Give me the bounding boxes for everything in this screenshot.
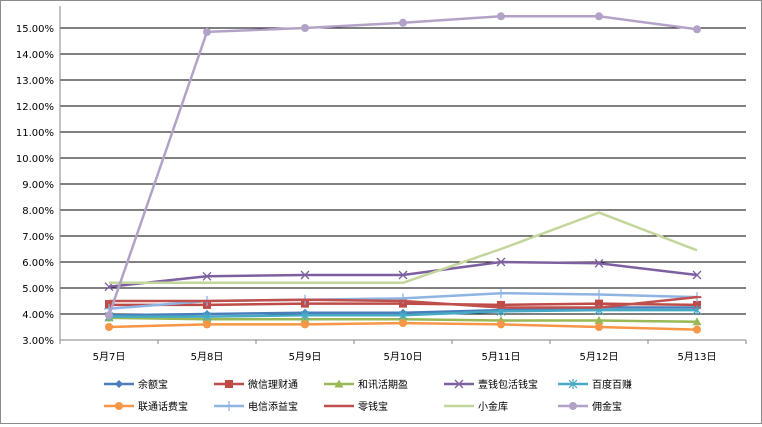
- legend-marker: [115, 402, 123, 410]
- legend-item: 和讯活期盈: [324, 379, 408, 391]
- legend-item: 小金库: [444, 400, 508, 413]
- x-tick-label: 5月7日: [93, 351, 126, 363]
- legend-label: 微信理财通: [248, 378, 298, 391]
- data-point: [595, 323, 603, 331]
- x-tick-label: 5月8日: [191, 351, 224, 363]
- y-tick-label: 4.00%: [22, 310, 54, 321]
- series-6: [105, 319, 701, 334]
- series-line: [107, 15, 698, 316]
- x-tick-label: 5月13日: [677, 351, 716, 363]
- legend-marker: [568, 379, 578, 389]
- data-point: [105, 311, 113, 320]
- x-tick-label: 5月12日: [579, 351, 618, 363]
- y-tick-label: 5.00%: [22, 284, 54, 295]
- data-point: [301, 24, 309, 32]
- data-point: [398, 310, 408, 321]
- series-8: [105, 295, 701, 309]
- data-point: [594, 258, 604, 268]
- gridlines: [60, 27, 746, 315]
- data-point: [300, 270, 310, 280]
- data-point: [399, 299, 407, 308]
- data-point: [693, 325, 701, 334]
- legend-label: 和讯活期盈: [358, 379, 408, 391]
- y-tick-label: 13.00%: [16, 76, 54, 87]
- data-point: [496, 257, 506, 267]
- y-tick-label: 6.00%: [22, 258, 54, 269]
- legend-marker: [224, 401, 234, 411]
- data-point: [203, 27, 211, 36]
- data-point: [105, 323, 113, 331]
- legend-label: 壹钱包活钱宝: [478, 378, 538, 391]
- legend-marker: [454, 379, 464, 389]
- legend-marker: [115, 380, 123, 388]
- legend-marker: [569, 402, 577, 410]
- y-tick-label: 11.00%: [16, 128, 54, 139]
- y-tick-label: 14.00%: [16, 50, 54, 61]
- series-line: [109, 211, 698, 285]
- legend-label: 佣金宝: [592, 400, 622, 413]
- data-point: [595, 299, 603, 308]
- x-tick-label: 5月10日: [383, 351, 422, 363]
- legend-label: 余额宝: [138, 378, 168, 391]
- legend-item: 壹钱包活钱宝: [444, 378, 538, 391]
- data-point: [497, 320, 505, 329]
- series-10: [105, 12, 701, 320]
- legend-label: 零钱宝: [358, 400, 388, 413]
- data-point: [497, 300, 505, 309]
- series-9: [109, 211, 698, 285]
- legend-label: 电信添益宝: [248, 400, 298, 413]
- y-tick-label: 8.00%: [22, 206, 54, 217]
- y-tick-label: 7.00%: [22, 232, 54, 243]
- data-point: [692, 305, 702, 316]
- legend-item: 余额宝: [104, 378, 168, 391]
- y-tick-label: 9.00%: [22, 180, 54, 191]
- data-point: [496, 288, 506, 299]
- data-point: [301, 320, 309, 329]
- legend-label: 联通话费宝: [138, 400, 188, 413]
- data-point: [202, 271, 212, 281]
- data-point: [595, 12, 603, 21]
- data-point: [399, 18, 407, 27]
- legend-item: 电信添益宝: [214, 400, 298, 413]
- series-4: [104, 257, 702, 292]
- data-point: [692, 317, 702, 326]
- data-point: [693, 25, 701, 34]
- data-point: [594, 289, 604, 300]
- legend-item: 零钱宝: [324, 400, 388, 413]
- series-group: [104, 12, 702, 334]
- data-point: [398, 270, 408, 280]
- data-point: [399, 319, 407, 328]
- y-tick-label: 15.00%: [16, 24, 54, 35]
- data-point: [300, 310, 310, 321]
- data-point: [202, 311, 212, 322]
- legend-item: 微信理财通: [214, 378, 298, 391]
- y-axis: 3.00% 4.00% 5.00% 6.00% 7.00% 8.00% 9.00% 10.00…: [16, 6, 61, 347]
- legend-item: 联通话费宝: [104, 400, 188, 413]
- legend-marker: [225, 380, 233, 388]
- legend-item: 佣金宝: [558, 400, 622, 413]
- y-tick-label: 10.00%: [16, 154, 54, 165]
- x-tick-label: 5月9日: [289, 351, 322, 363]
- y-tick-label: 12.00%: [16, 102, 54, 113]
- data-point: [497, 12, 505, 21]
- legend-marker: [334, 379, 344, 388]
- data-point: [692, 270, 702, 280]
- x-axis: 5月7日 5月8日 5月9日 5月10日 5月11日 5月12日 5月13日: [59, 339, 747, 363]
- data-point: [203, 320, 211, 329]
- data-point: [693, 300, 701, 309]
- x-tick-label: 5月11日: [481, 351, 520, 363]
- y-tick-label: 3.00%: [22, 336, 54, 347]
- data-point: [594, 316, 604, 324]
- legend-label: 百度百赚: [592, 378, 632, 391]
- legend-label: 小金库: [478, 400, 508, 413]
- legend-item: 百度百赚: [558, 378, 632, 391]
